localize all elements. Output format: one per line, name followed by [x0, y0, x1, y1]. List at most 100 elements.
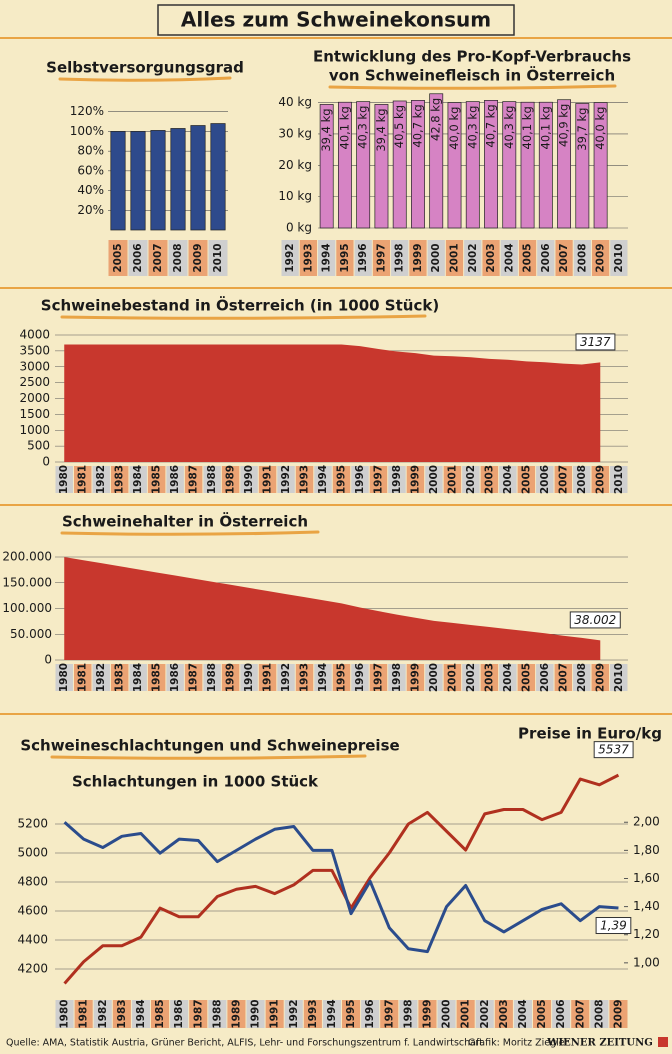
x-tick-label: 2009: [612, 999, 624, 1028]
category-box: [189, 1000, 208, 1028]
line: [63, 821, 619, 954]
category-box: [591, 664, 610, 691]
category-box: [168, 240, 188, 276]
bar: [130, 131, 146, 231]
category-box: [277, 466, 295, 493]
x-tick-label: 1990: [243, 663, 255, 692]
bar: [538, 101, 553, 229]
category-box: [552, 1000, 571, 1028]
category-box: [208, 240, 228, 276]
category-box: [406, 466, 425, 493]
category-box: [609, 1000, 628, 1028]
x-tick-label: 2006: [540, 243, 552, 272]
category-box: [554, 664, 573, 691]
x-tick-label: 2000: [441, 999, 453, 1028]
x-tick-label: 1991: [262, 465, 274, 494]
chart-title: Entwicklung des Pro-Kopf-Verbrauchs: [313, 48, 631, 66]
brand-icon: [658, 1037, 668, 1047]
category-box: [555, 240, 573, 276]
bar: [337, 101, 352, 229]
x-tick-label: 1987: [192, 999, 204, 1028]
category-box: [332, 466, 351, 493]
bar: [557, 99, 572, 229]
bar: [502, 101, 517, 229]
category-box: [265, 1000, 284, 1028]
value-label: 1,39: [600, 919, 627, 933]
category-box: [148, 240, 168, 276]
category-box: [533, 1000, 552, 1028]
category-box: [406, 664, 425, 691]
x-tick-label: 2008: [576, 243, 588, 272]
x-tick-label: 1994: [317, 663, 329, 692]
x-tick-label: 2001: [460, 999, 472, 1028]
bar: [190, 125, 206, 231]
category-box: [55, 1000, 74, 1028]
category-box: [73, 466, 92, 493]
value-label: 40,7 kg: [410, 104, 424, 147]
category-box: [166, 664, 184, 691]
category-box: [112, 1000, 131, 1028]
category-box: [55, 664, 73, 691]
y-tick-label: 4000: [19, 328, 50, 342]
category-box: [437, 1000, 456, 1028]
x-tick-label: 2000: [428, 465, 440, 494]
title-underline: [60, 530, 320, 536]
x-tick-label: 2005: [112, 243, 124, 272]
category-box: [93, 1000, 112, 1028]
x-tick-label: 1980: [58, 465, 70, 494]
category-box: [184, 664, 203, 691]
category-box: [74, 1000, 93, 1028]
bar: [593, 102, 608, 229]
x-tick-label: 2003: [485, 243, 497, 272]
x-tick-label: 1994: [317, 465, 329, 494]
value-label: 40,5 kg: [392, 105, 406, 148]
y-tick-label: 4400: [17, 933, 48, 947]
category-box: [166, 466, 184, 493]
category-box: [427, 240, 445, 276]
category-box: [281, 240, 299, 276]
bar: [150, 130, 166, 231]
category-box: [388, 466, 406, 493]
x-tick-label: 1999: [409, 663, 421, 692]
x-tick-label: 1997: [372, 663, 384, 692]
category-box: [456, 1000, 475, 1028]
y-tick-label: 1000: [19, 423, 50, 437]
x-tick-label: 2001: [446, 663, 458, 692]
category-box: [480, 466, 499, 493]
x-tick-label: 1996: [364, 999, 376, 1028]
bar: [110, 131, 126, 231]
chart-title: Schweineschlachtungen und Schweinepreise: [20, 737, 399, 755]
x-tick-label: 1982: [97, 999, 109, 1028]
category-box: [610, 664, 628, 691]
category-box: [610, 466, 628, 493]
category-box: [129, 664, 147, 691]
bar: [411, 99, 425, 229]
footer-credit: Grafik: Moritz Ziegler: [468, 1038, 569, 1049]
area: [64, 557, 601, 660]
category-box: [147, 466, 166, 493]
x-tick-label: 1982: [95, 465, 107, 494]
category-box: [351, 664, 369, 691]
x-tick-label: 1996: [357, 243, 369, 272]
x-tick-label: 1989: [225, 465, 237, 494]
x-tick-label: 1986: [173, 999, 185, 1028]
category-box: [499, 664, 517, 691]
x-tick-label: 1997: [383, 999, 395, 1028]
y-tick-label: 2500: [19, 375, 50, 389]
x-tick-label: 2005: [520, 663, 532, 692]
bar: [447, 102, 462, 229]
x-tick-label: 2008: [172, 243, 184, 272]
x-tick-label: 2007: [152, 243, 164, 272]
x-tick-label: 2002: [465, 663, 477, 692]
x-tick-label: 1999: [421, 999, 433, 1028]
category-box: [537, 240, 555, 276]
x-tick-label: 2000: [428, 663, 440, 692]
y-tick-label: 4800: [17, 875, 48, 889]
x-tick-label: 1995: [339, 243, 351, 272]
category-box: [536, 664, 554, 691]
line: [63, 773, 620, 985]
x-tick-label: 2006: [555, 999, 567, 1028]
x-tick-label: 2006: [539, 465, 551, 494]
category-box: [314, 466, 332, 493]
y-tick-label: 3000: [19, 359, 50, 373]
